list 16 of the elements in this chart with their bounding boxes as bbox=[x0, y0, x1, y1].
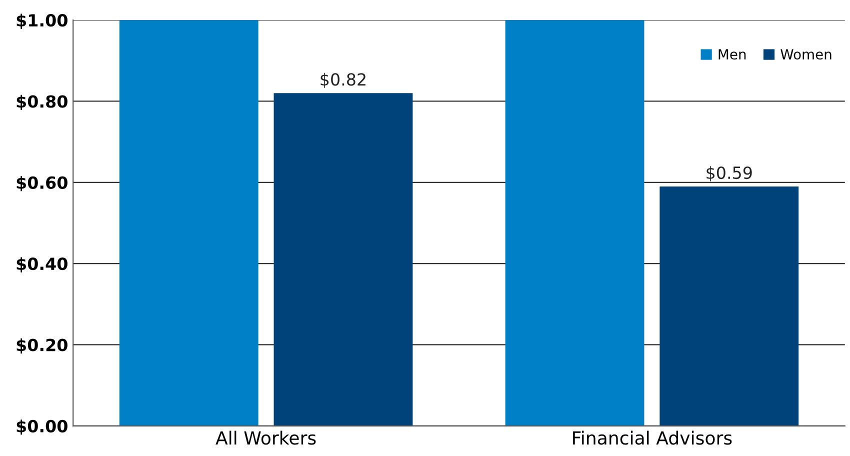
bar bbox=[660, 186, 799, 426]
legend-label: Men bbox=[718, 49, 746, 60]
legend-label: Women bbox=[780, 49, 832, 60]
bar bbox=[505, 20, 644, 426]
y-tick-label: $0.80 bbox=[16, 94, 68, 110]
y-tick-label: $0.20 bbox=[16, 338, 68, 354]
y-tick-label: $0.40 bbox=[16, 257, 68, 272]
bar bbox=[274, 93, 413, 426]
y-tick-label: $0.60 bbox=[16, 176, 68, 192]
bar bbox=[119, 20, 258, 426]
x-tick-label: All Workers bbox=[216, 430, 316, 445]
y-tick-label: $0.00 bbox=[16, 420, 68, 435]
x-tick-label: Financial Advisors bbox=[573, 430, 732, 445]
data-label: $0.82 bbox=[320, 72, 366, 88]
y-tick-label: $1.00 bbox=[16, 14, 68, 29]
data-label: $0.59 bbox=[706, 166, 752, 182]
